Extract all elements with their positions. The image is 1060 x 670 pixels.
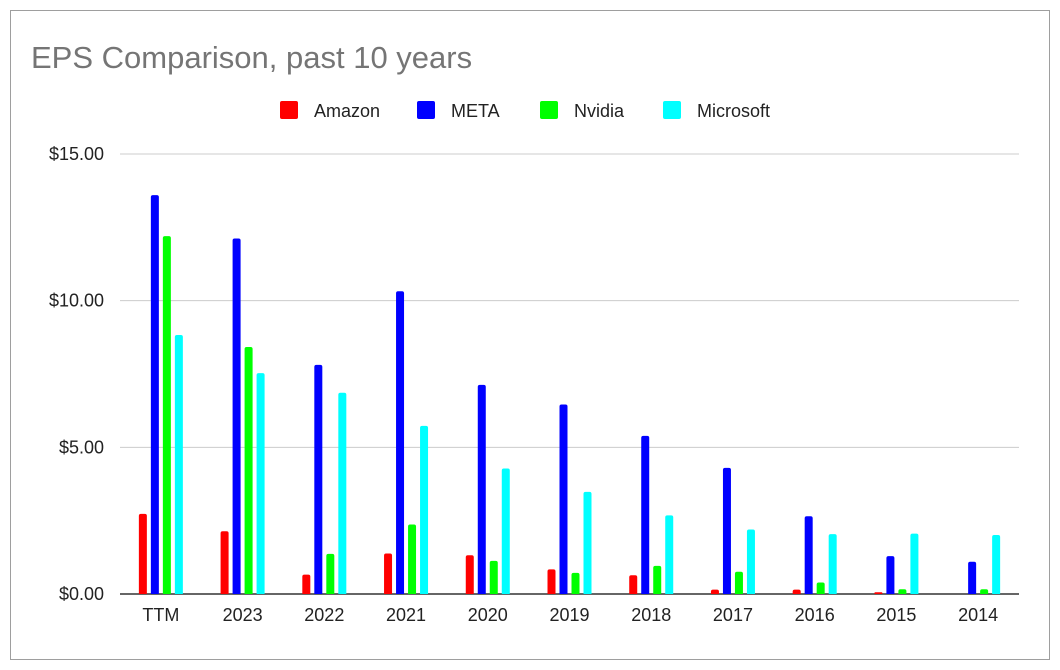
x-tick-label: 2018	[631, 605, 671, 625]
bar-nvidia-2017	[734, 571, 743, 594]
legend-label-amazon: Amazon	[314, 101, 380, 121]
x-tick-label: 2021	[386, 605, 426, 625]
bar-meta-2016	[804, 516, 813, 594]
x-tick-label: 2015	[876, 605, 916, 625]
bar-microsoft-2018	[665, 515, 674, 594]
bar-amazon-2023	[220, 531, 229, 594]
legend-swatch-microsoft	[663, 101, 681, 119]
bars	[138, 195, 1001, 595]
bar-nvidia-2020	[489, 560, 498, 594]
x-tick-label: 2020	[468, 605, 508, 625]
bar-meta-2018	[641, 435, 650, 594]
bar-meta-2015	[886, 556, 895, 594]
bar-nvidia-2021	[408, 524, 417, 594]
bar-microsoft-2021	[420, 425, 429, 594]
x-tick-label: 2023	[223, 605, 263, 625]
bar-amazon-2018	[629, 575, 638, 594]
bar-meta-2014	[968, 561, 977, 594]
bar-amazon-2021	[384, 553, 393, 594]
bar-meta-2020	[477, 384, 486, 594]
bar-microsoft-ttm	[174, 334, 183, 594]
bar-amazon-2017	[710, 589, 719, 594]
x-axis: TTM 2023 2022 2021 2020 2019 2018 2017 2016 2015 2…	[142, 605, 998, 625]
bar-amazon-2016	[792, 589, 801, 594]
bar-nvidia-2023	[244, 347, 253, 594]
bar-nvidia-2016	[816, 582, 825, 594]
y-tick-label: $0.00	[59, 584, 104, 604]
x-tick-label: 2014	[958, 605, 998, 625]
bar-meta-ttm	[150, 195, 159, 595]
bar-nvidia-2014	[980, 589, 989, 594]
bar-nvidia-2019	[571, 572, 580, 594]
bar-nvidia-2022	[326, 553, 335, 594]
x-tick-label: 2016	[795, 605, 835, 625]
y-tick-label: $10.00	[49, 291, 104, 311]
bar-microsoft-2019	[583, 491, 592, 594]
bar-meta-2021	[396, 291, 405, 594]
bar-microsoft-2016	[828, 534, 837, 594]
bar-microsoft-2020	[501, 468, 510, 594]
bar-amazon-2020	[465, 555, 474, 594]
bar-nvidia-ttm	[162, 236, 171, 594]
y-tick-label: $15.00	[49, 144, 104, 164]
x-tick-label: 2019	[549, 605, 589, 625]
bar-meta-2022	[314, 364, 323, 594]
gridlines	[120, 153, 1019, 595]
bar-microsoft-2017	[746, 529, 755, 594]
bar-microsoft-2022	[338, 392, 347, 594]
bar-meta-2019	[559, 404, 568, 594]
bar-meta-2023	[232, 238, 241, 595]
chart-frame	[10, 10, 1050, 660]
legend-label-meta: META	[451, 101, 500, 121]
y-tick-label: $5.00	[59, 437, 104, 457]
bar-microsoft-2015	[910, 533, 919, 594]
bar-meta-2017	[722, 467, 731, 594]
x-tick-label: 2022	[304, 605, 344, 625]
bar-amazon-2015	[874, 592, 883, 594]
x-tick-label: 2017	[713, 605, 753, 625]
legend-swatch-amazon	[280, 101, 298, 119]
legend-label-microsoft: Microsoft	[697, 101, 770, 121]
chart-title: EPS Comparison, past 10 years	[31, 40, 473, 75]
bar-nvidia-2018	[653, 565, 662, 594]
legend-swatch-meta	[417, 101, 435, 119]
bar-amazon-2019	[547, 569, 556, 594]
legend-swatch-nvidia	[540, 101, 558, 119]
bar-nvidia-2015	[898, 589, 907, 594]
legend-label-nvidia: Nvidia	[574, 101, 625, 121]
y-axis: $0.00 $5.00 $10.00 $15.00	[49, 144, 104, 604]
legend: Amazon META Nvidia Microsoft	[280, 101, 770, 121]
bar-microsoft-2023	[256, 373, 265, 594]
bar-microsoft-2014	[992, 535, 1001, 594]
x-tick-label: TTM	[142, 605, 179, 625]
bar-amazon-ttm	[138, 513, 147, 594]
bar-amazon-2022	[302, 574, 311, 594]
